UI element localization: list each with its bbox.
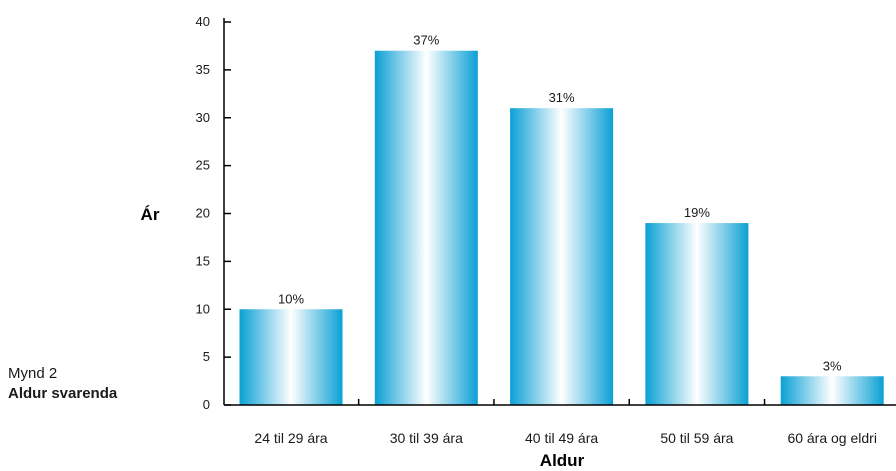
bar (645, 223, 749, 405)
y-tick-label: 30 (196, 110, 210, 125)
bar-value-label: 37% (413, 33, 439, 48)
y-tick-label: 25 (196, 158, 210, 173)
x-tick-label: 60 ára og eldri (787, 430, 877, 446)
figure-caption-title: Aldur svarenda (8, 385, 118, 402)
y-tick-label: 10 (196, 301, 210, 316)
bar-value-label: 31% (549, 90, 575, 105)
bar (239, 309, 343, 405)
bar (780, 376, 884, 405)
x-tick-label: 30 til 39 ára (390, 430, 463, 446)
y-tick-label: 20 (196, 206, 210, 221)
y-axis-title: Ár (141, 205, 160, 224)
figure-caption-number: Mynd 2 (8, 365, 58, 382)
x-axis-title: Aldur (540, 451, 585, 470)
y-tick-label: 0 (203, 397, 210, 412)
bar-value-label: 10% (278, 291, 304, 306)
x-tick-label: 50 til 59 ára (660, 430, 733, 446)
bar-value-label: 3% (823, 358, 842, 373)
labels-layer: 10% 24 til 29 ára 37% 30 til 39 ára 31% 40 ti… (196, 14, 877, 446)
y-tick-label: 5 (203, 349, 210, 364)
bar-value-label: 19% (684, 205, 710, 220)
x-tick-label: 40 til 49 ára (525, 430, 598, 446)
y-tick-label: 15 (196, 253, 210, 268)
bars-layer (239, 50, 884, 406)
bar (374, 50, 478, 405)
y-tick-label: 35 (196, 62, 210, 77)
y-tick-label: 40 (196, 14, 210, 29)
bar (510, 108, 614, 406)
axes-layer (223, 18, 896, 406)
x-tick-label: 24 til 29 ára (254, 430, 327, 446)
